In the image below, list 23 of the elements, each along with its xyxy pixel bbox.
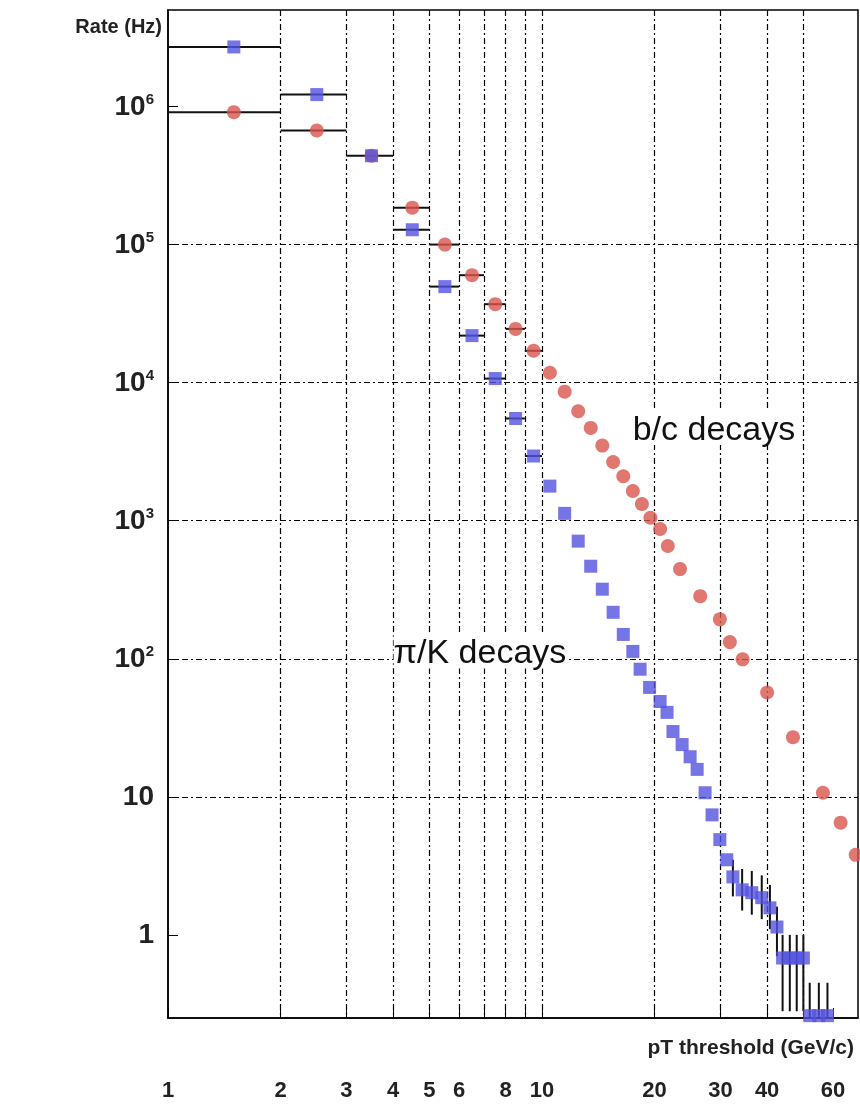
y-tick-label: 1 <box>138 917 154 949</box>
x-tick-label: 2 <box>274 1076 287 1102</box>
y-tick-label: 10$^{3}$ <box>114 503 154 535</box>
x-tick-label: 3 <box>340 1076 353 1102</box>
x-tick-label: 6 <box>452 1076 466 1102</box>
series-label: π/K decays <box>393 632 567 671</box>
x-tick-label: 8 <box>499 1076 512 1102</box>
y-tick-label: 10$^{6}$ <box>114 89 154 121</box>
y-axis-title: Rate (Hz) <box>75 15 162 37</box>
x-tick-label: 5 <box>423 1076 436 1102</box>
series-label: b/c decays <box>632 408 796 447</box>
x-tick-label: 20 <box>642 1076 667 1102</box>
y-tick-label: 10$^{2}$ <box>114 641 154 673</box>
x-tick-label: 60 <box>820 1076 846 1102</box>
x-tick-label: 30 <box>708 1076 733 1102</box>
x-tick-label: 40 <box>754 1076 780 1102</box>
y-tick-label: 10$^{5}$ <box>114 227 154 259</box>
y-tick-label: 10$^{4}$ <box>114 365 154 397</box>
x-tick-label: 4 <box>387 1076 401 1102</box>
x-tick-label: 1 <box>161 1076 175 1102</box>
x-axis-title: pT threshold (GeV/c) <box>647 1035 854 1058</box>
x-tick-label: 10 <box>529 1076 555 1102</box>
y-tick-label: 10 <box>122 779 154 811</box>
